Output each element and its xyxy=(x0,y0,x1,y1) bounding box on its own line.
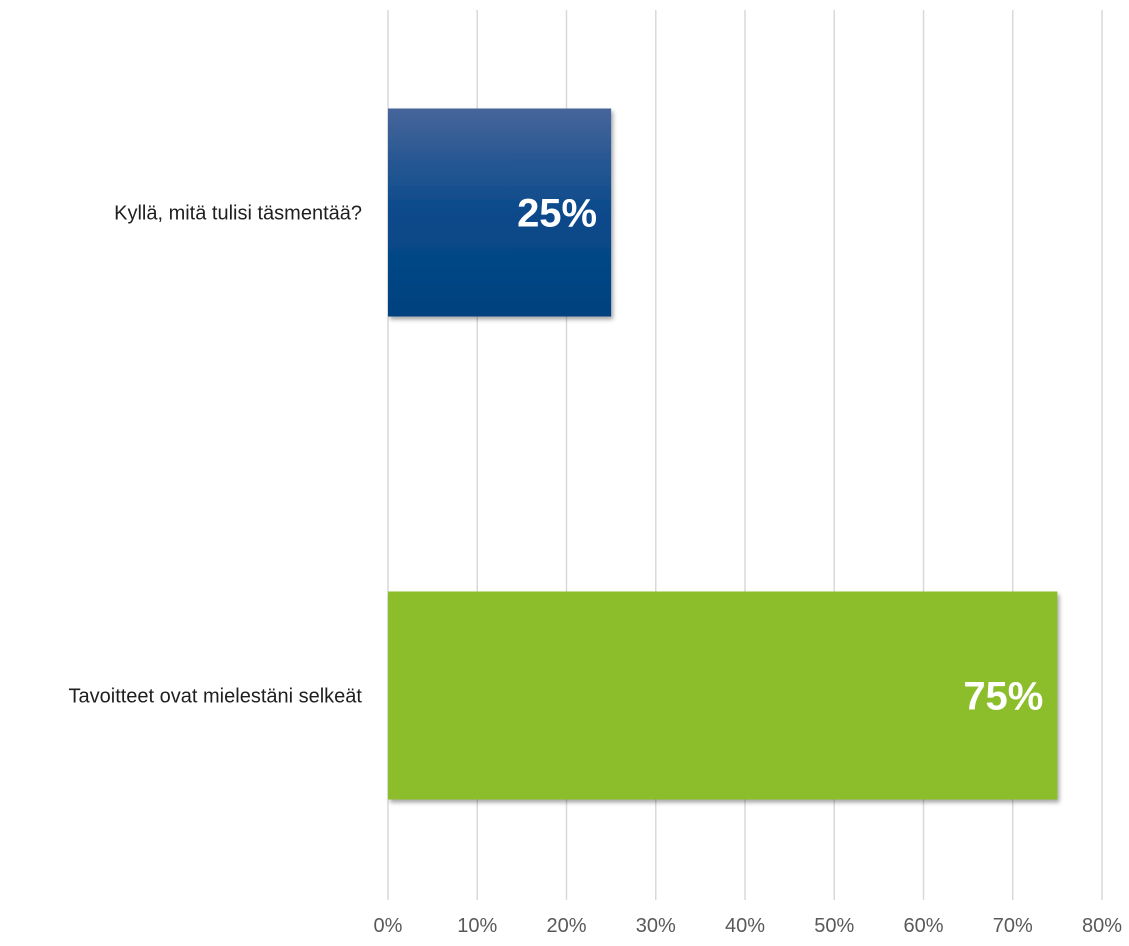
x-tick-label-60: 60% xyxy=(903,915,943,937)
x-tick-label-80: 80% xyxy=(1082,915,1122,937)
bars xyxy=(388,108,1058,800)
bar-1 xyxy=(388,108,612,317)
x-tick-label-20: 20% xyxy=(546,915,586,937)
labels: 0% 10% 20% 30% 40% 50% 60% 70% 80% 25% Kyllä, mitä… xyxy=(69,192,1123,938)
category-label-1: Kyllä, mitä tulisi täsmentää? xyxy=(114,203,362,225)
x-tick-label-10: 10% xyxy=(457,915,497,937)
x-tick-label-40: 40% xyxy=(725,915,765,937)
x-tick-label-0: 0% xyxy=(374,915,403,937)
category-label-2: Tavoitteet ovat mielestäni selkeät xyxy=(69,686,363,708)
x-tick-label-30: 30% xyxy=(636,915,676,937)
x-tick-label-50: 50% xyxy=(814,915,854,937)
data-label-1: 25% xyxy=(517,192,597,236)
data-label-2: 75% xyxy=(963,675,1043,719)
x-tick-label-70: 70% xyxy=(993,915,1033,937)
bar-2 xyxy=(388,591,1058,800)
